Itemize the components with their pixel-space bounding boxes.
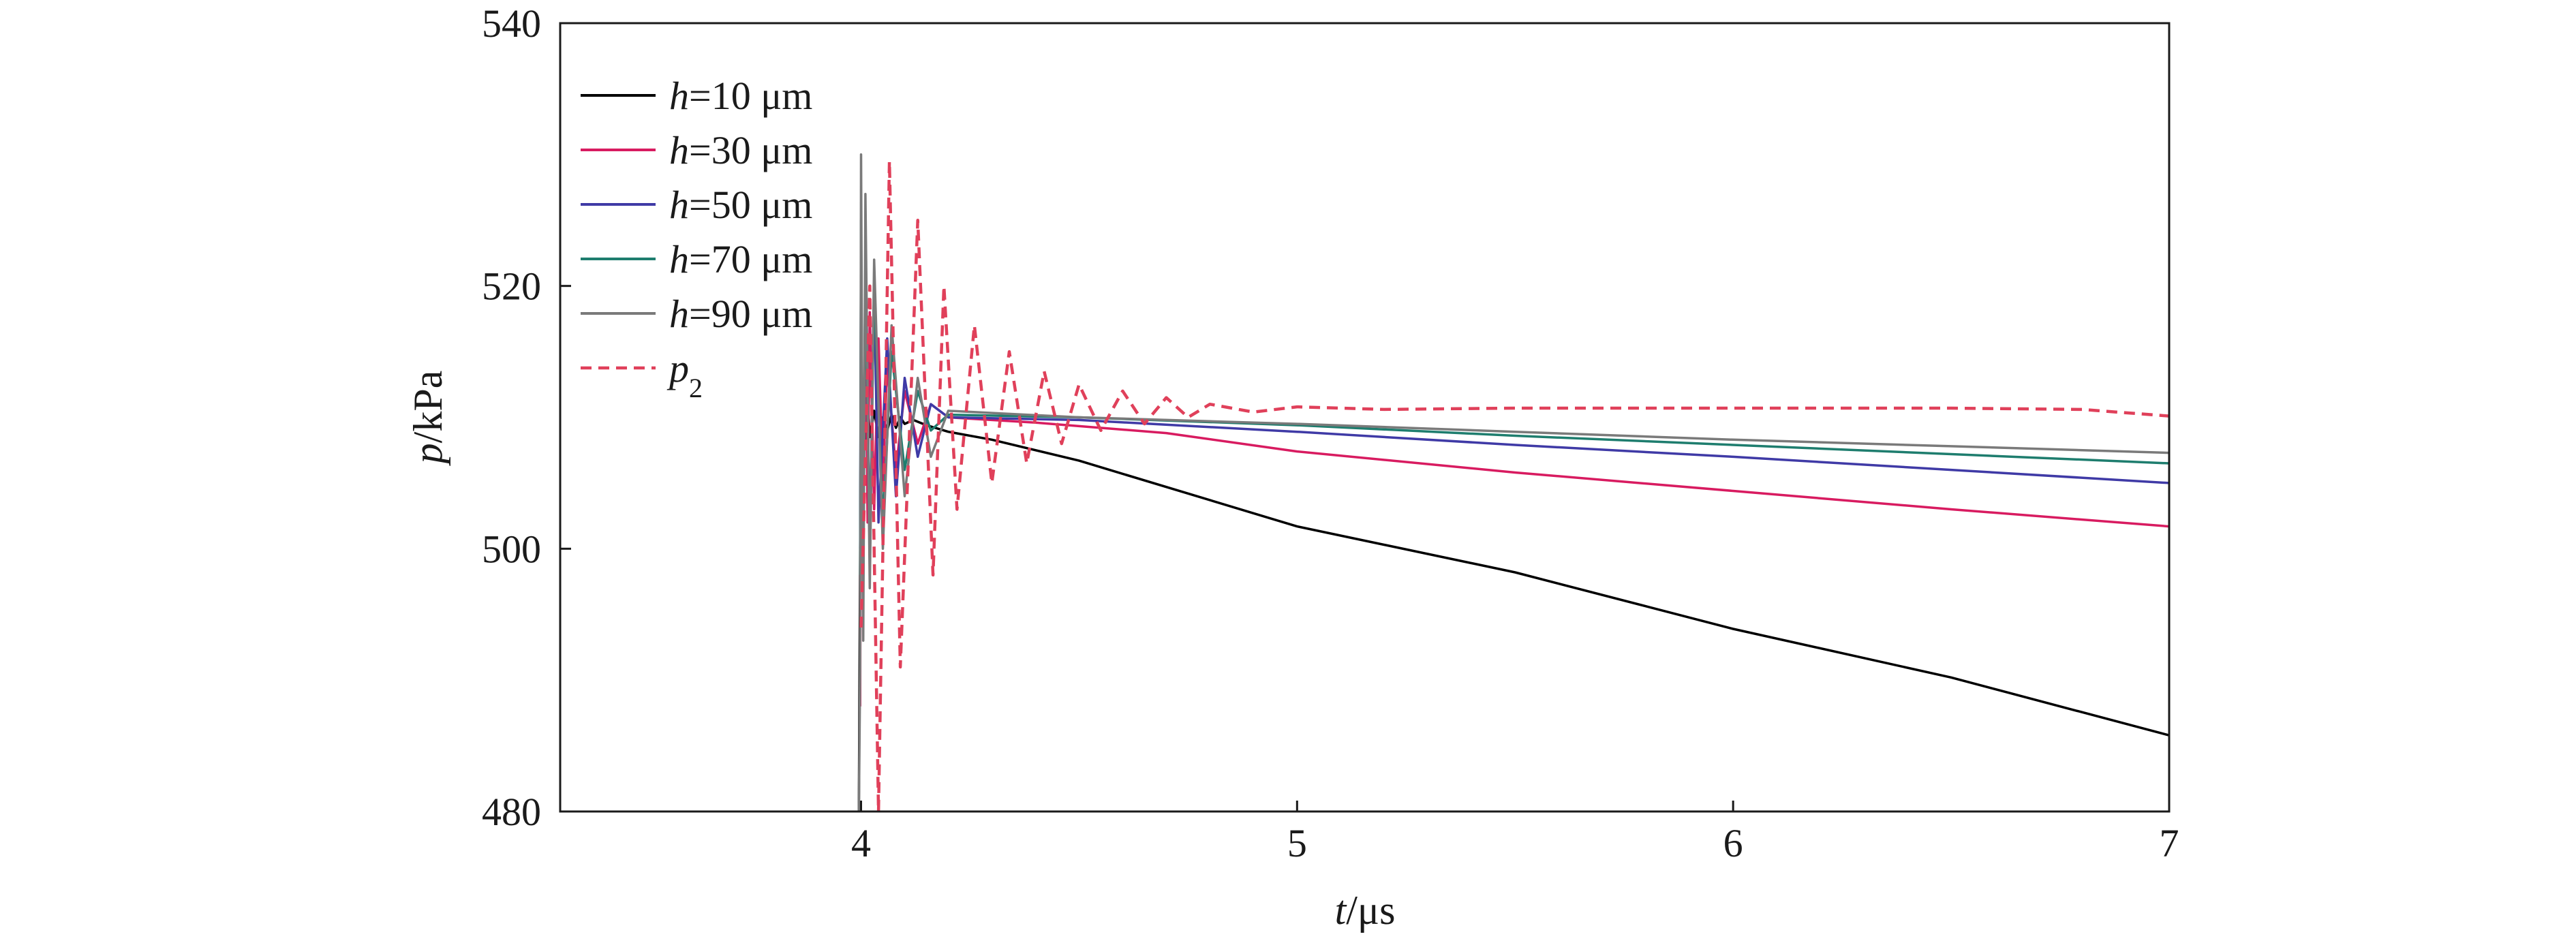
x-axis-label: t/μs — [1335, 888, 1396, 933]
series-line-2 — [859, 245, 2170, 576]
x-axis-label-unit: /μs — [1346, 888, 1395, 933]
y-tick-label: 520 — [482, 264, 541, 309]
plot-frame — [559, 22, 2171, 813]
legend-label-2: h=50 μm — [669, 183, 812, 227]
x-tick-label: 6 — [1723, 821, 1743, 865]
y-tick-label: 540 — [482, 1, 541, 46]
legend-label-3: h=70 μm — [669, 237, 812, 281]
y-tick-label: 500 — [482, 527, 541, 571]
series-line-4 — [857, 153, 2170, 812]
x-axis-label-var: t — [1335, 888, 1347, 933]
legend-label-0: h=10 μm — [669, 74, 812, 118]
series-line-3 — [859, 219, 2170, 589]
y-tick-label: 480 — [482, 790, 541, 834]
legend-label-1: h=30 μm — [669, 128, 812, 172]
series-line-5 — [859, 159, 2170, 814]
legend-label-4: h=90 μm — [669, 292, 812, 336]
series-line-1 — [859, 271, 2170, 707]
y-axis-label: p/kPa — [405, 371, 450, 467]
x-tick-label: 7 — [2160, 821, 2179, 865]
axis-ticks: 4 5 6 7 480 500 520 540 — [482, 1, 2179, 865]
series-layer — [857, 153, 2170, 814]
legend-label-5: p2 — [666, 346, 703, 403]
y-axis-label-unit: /kPa — [405, 371, 450, 444]
x-tick-label: 4 — [851, 821, 871, 865]
y-axis-label-var: p — [405, 443, 450, 466]
legend: h=10 μm h=30 μm h=50 μm h=70 μm h=90 μm p2 — [581, 74, 812, 403]
x-tick-label: 5 — [1287, 821, 1307, 865]
